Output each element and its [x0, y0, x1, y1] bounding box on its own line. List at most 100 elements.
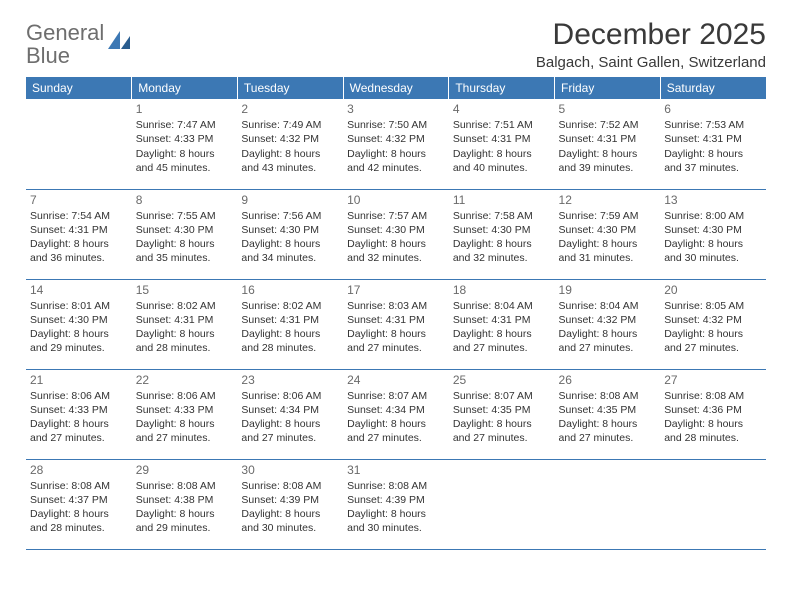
sunset-line: Sunset: 4:30 PM — [664, 223, 762, 237]
daylight-line: Daylight: 8 hours and 37 minutes. — [664, 147, 762, 175]
sunrise-line: Sunrise: 7:56 AM — [241, 209, 339, 223]
daylight-line: Daylight: 8 hours and 28 minutes. — [241, 327, 339, 355]
day-header: Friday — [555, 77, 661, 99]
daylight-line: Daylight: 8 hours and 30 minutes. — [347, 507, 445, 535]
calendar-day-cell — [449, 459, 555, 549]
day-number: 22 — [136, 372, 234, 388]
sunrise-line: Sunrise: 8:00 AM — [664, 209, 762, 223]
sunset-line: Sunset: 4:39 PM — [241, 493, 339, 507]
day-number: 15 — [136, 282, 234, 298]
sunrise-line: Sunrise: 8:05 AM — [664, 299, 762, 313]
daylight-line: Daylight: 8 hours and 40 minutes. — [453, 147, 551, 175]
day-number: 26 — [559, 372, 657, 388]
calendar-day-cell: 19Sunrise: 8:04 AMSunset: 4:32 PMDayligh… — [555, 279, 661, 369]
daylight-line: Daylight: 8 hours and 28 minutes. — [664, 417, 762, 445]
sunrise-line: Sunrise: 8:08 AM — [241, 479, 339, 493]
day-number: 1 — [136, 101, 234, 117]
calendar-day-cell: 16Sunrise: 8:02 AMSunset: 4:31 PMDayligh… — [237, 279, 343, 369]
sunrise-line: Sunrise: 8:08 AM — [559, 389, 657, 403]
sunset-line: Sunset: 4:33 PM — [136, 132, 234, 146]
sunrise-line: Sunrise: 8:06 AM — [136, 389, 234, 403]
calendar-day-cell: 25Sunrise: 8:07 AMSunset: 4:35 PMDayligh… — [449, 369, 555, 459]
day-number: 14 — [30, 282, 128, 298]
sunset-line: Sunset: 4:33 PM — [30, 403, 128, 417]
sunset-line: Sunset: 4:31 PM — [241, 313, 339, 327]
day-number: 12 — [559, 192, 657, 208]
sunset-line: Sunset: 4:32 PM — [347, 132, 445, 146]
sunset-line: Sunset: 4:30 PM — [30, 313, 128, 327]
day-number: 20 — [664, 282, 762, 298]
daylight-line: Daylight: 8 hours and 29 minutes. — [30, 327, 128, 355]
sunrise-line: Sunrise: 7:49 AM — [241, 118, 339, 132]
calendar-day-cell: 3Sunrise: 7:50 AMSunset: 4:32 PMDaylight… — [343, 99, 449, 189]
daylight-line: Daylight: 8 hours and 29 minutes. — [136, 507, 234, 535]
day-number: 21 — [30, 372, 128, 388]
daylight-line: Daylight: 8 hours and 32 minutes. — [453, 237, 551, 265]
sunrise-line: Sunrise: 8:01 AM — [30, 299, 128, 313]
calendar-day-cell: 26Sunrise: 8:08 AMSunset: 4:35 PMDayligh… — [555, 369, 661, 459]
calendar-day-cell: 28Sunrise: 8:08 AMSunset: 4:37 PMDayligh… — [26, 459, 132, 549]
day-header: Saturday — [660, 77, 766, 99]
day-number: 17 — [347, 282, 445, 298]
day-number: 10 — [347, 192, 445, 208]
daylight-line: Daylight: 8 hours and 28 minutes. — [30, 507, 128, 535]
sunset-line: Sunset: 4:31 PM — [559, 132, 657, 146]
calendar-day-cell: 11Sunrise: 7:58 AMSunset: 4:30 PMDayligh… — [449, 189, 555, 279]
daylight-line: Daylight: 8 hours and 27 minutes. — [347, 417, 445, 445]
daylight-line: Daylight: 8 hours and 34 minutes. — [241, 237, 339, 265]
calendar-day-cell: 24Sunrise: 8:07 AMSunset: 4:34 PMDayligh… — [343, 369, 449, 459]
sunrise-line: Sunrise: 7:55 AM — [136, 209, 234, 223]
sunset-line: Sunset: 4:31 PM — [347, 313, 445, 327]
sunset-line: Sunset: 4:30 PM — [241, 223, 339, 237]
sunset-line: Sunset: 4:36 PM — [664, 403, 762, 417]
sunset-line: Sunset: 4:32 PM — [559, 313, 657, 327]
calendar-day-cell: 21Sunrise: 8:06 AMSunset: 4:33 PMDayligh… — [26, 369, 132, 459]
sunset-line: Sunset: 4:32 PM — [664, 313, 762, 327]
logo: General Blue — [26, 18, 132, 68]
sunset-line: Sunset: 4:39 PM — [347, 493, 445, 507]
day-header: Wednesday — [343, 77, 449, 99]
sunrise-line: Sunrise: 7:47 AM — [136, 118, 234, 132]
calendar-day-cell: 29Sunrise: 8:08 AMSunset: 4:38 PMDayligh… — [132, 459, 238, 549]
daylight-line: Daylight: 8 hours and 27 minutes. — [664, 327, 762, 355]
day-header: Thursday — [449, 77, 555, 99]
sunset-line: Sunset: 4:31 PM — [453, 313, 551, 327]
calendar-day-cell: 6Sunrise: 7:53 AMSunset: 4:31 PMDaylight… — [660, 99, 766, 189]
day-number: 27 — [664, 372, 762, 388]
calendar-day-cell: 22Sunrise: 8:06 AMSunset: 4:33 PMDayligh… — [132, 369, 238, 459]
daylight-line: Daylight: 8 hours and 27 minutes. — [453, 417, 551, 445]
calendar-day-cell: 10Sunrise: 7:57 AMSunset: 4:30 PMDayligh… — [343, 189, 449, 279]
sunrise-line: Sunrise: 7:59 AM — [559, 209, 657, 223]
calendar-week-row: 28Sunrise: 8:08 AMSunset: 4:37 PMDayligh… — [26, 459, 766, 549]
sunrise-line: Sunrise: 7:50 AM — [347, 118, 445, 132]
daylight-line: Daylight: 8 hours and 27 minutes. — [347, 327, 445, 355]
sunrise-line: Sunrise: 7:53 AM — [664, 118, 762, 132]
daylight-line: Daylight: 8 hours and 27 minutes. — [30, 417, 128, 445]
daylight-line: Daylight: 8 hours and 39 minutes. — [559, 147, 657, 175]
calendar-week-row: 21Sunrise: 8:06 AMSunset: 4:33 PMDayligh… — [26, 369, 766, 459]
calendar-day-cell: 30Sunrise: 8:08 AMSunset: 4:39 PMDayligh… — [237, 459, 343, 549]
sunrise-line: Sunrise: 8:02 AM — [241, 299, 339, 313]
calendar-day-cell — [660, 459, 766, 549]
daylight-line: Daylight: 8 hours and 27 minutes. — [241, 417, 339, 445]
sunrise-line: Sunrise: 7:52 AM — [559, 118, 657, 132]
calendar-week-row: 7Sunrise: 7:54 AMSunset: 4:31 PMDaylight… — [26, 189, 766, 279]
sunset-line: Sunset: 4:31 PM — [136, 313, 234, 327]
sunset-line: Sunset: 4:31 PM — [30, 223, 128, 237]
calendar-day-cell: 12Sunrise: 7:59 AMSunset: 4:30 PMDayligh… — [555, 189, 661, 279]
day-number: 31 — [347, 462, 445, 478]
sunrise-line: Sunrise: 7:58 AM — [453, 209, 551, 223]
sunset-line: Sunset: 4:35 PM — [453, 403, 551, 417]
sunset-line: Sunset: 4:38 PM — [136, 493, 234, 507]
daylight-line: Daylight: 8 hours and 30 minutes. — [241, 507, 339, 535]
day-number: 7 — [30, 192, 128, 208]
calendar-day-cell: 4Sunrise: 7:51 AMSunset: 4:31 PMDaylight… — [449, 99, 555, 189]
sunrise-line: Sunrise: 8:06 AM — [30, 389, 128, 403]
logo-text-gray: General — [26, 20, 104, 45]
daylight-line: Daylight: 8 hours and 32 minutes. — [347, 237, 445, 265]
day-number: 11 — [453, 192, 551, 208]
daylight-line: Daylight: 8 hours and 27 minutes. — [559, 417, 657, 445]
calendar-day-cell — [555, 459, 661, 549]
calendar-day-cell: 23Sunrise: 8:06 AMSunset: 4:34 PMDayligh… — [237, 369, 343, 459]
daylight-line: Daylight: 8 hours and 31 minutes. — [559, 237, 657, 265]
